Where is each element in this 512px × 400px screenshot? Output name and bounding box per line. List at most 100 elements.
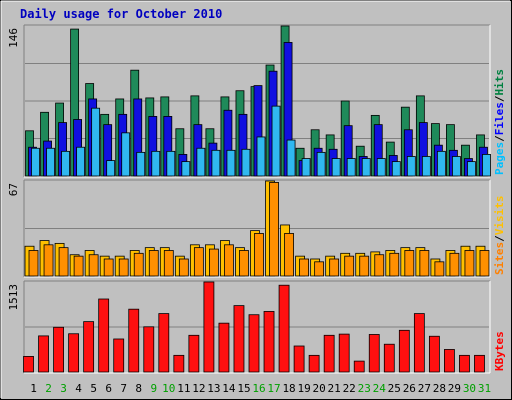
x-tick-label: 19 — [297, 382, 310, 395]
bar-pages-day-31 — [482, 154, 491, 177]
bar-sites-day-2 — [43, 244, 54, 277]
bar-pages-day-2 — [46, 147, 55, 177]
bar-pages-day-8 — [136, 151, 146, 177]
x-axis-labels: 1 2 3 4 5 6 7 8 9 10 11 12 13 14 15 16 17 18 19 20 21 22 23 24 2… — [30, 382, 491, 395]
bar-kbytes-day-14 — [218, 322, 230, 373]
bar-kbytes-day-21 — [323, 334, 335, 373]
bar-pages-day-24 — [376, 158, 386, 177]
bar-sites-day-15 — [239, 250, 249, 277]
bar-sites-day-6 — [103, 258, 114, 277]
legend-entry: Pages — [493, 142, 506, 175]
x-tick-label: 22 — [343, 382, 356, 395]
bar-kbytes-day-1 — [23, 356, 34, 373]
bar-kbytes-day-20 — [308, 354, 320, 373]
bar-kbytes-day-29 — [444, 349, 455, 373]
bar-kbytes-day-25 — [383, 343, 395, 373]
bar-pages-day-18 — [286, 139, 296, 177]
x-tick-label: 3 — [60, 382, 67, 395]
bar-pages-day-6 — [106, 160, 116, 177]
legend-entry: Visits — [493, 196, 506, 236]
bar-sites-day-28 — [434, 261, 445, 277]
bar-pages-day-14 — [226, 149, 236, 177]
legend-entry: / — [493, 235, 506, 242]
y-axis-max-label: 67 — [7, 183, 20, 196]
legend-entry: Hits — [493, 69, 506, 96]
bar-kbytes-day-18 — [278, 284, 290, 373]
bar-kbytes-day-4 — [68, 333, 80, 373]
x-tick-label: 30 — [463, 382, 476, 395]
x-tick-label: 11 — [177, 382, 190, 395]
bar-sites-day-21 — [329, 258, 340, 277]
bar-sites-day-14 — [224, 244, 234, 277]
legend-kbytes: KBytes — [493, 331, 506, 371]
bar-kbytes-day-19 — [293, 345, 305, 373]
bar-kbytes-day-31 — [474, 354, 485, 373]
x-tick-label: 16 — [252, 382, 265, 395]
bar-pages-day-26 — [406, 156, 416, 177]
bar-kbytes-day-10 — [158, 313, 170, 373]
bar-pages-day-9 — [151, 150, 161, 177]
x-tick-label: 28 — [433, 382, 446, 395]
bar-sites-day-13 — [209, 248, 219, 277]
bar-kbytes-day-13 — [203, 281, 215, 373]
legend-entry: KBytes — [493, 331, 506, 371]
legend-entry: / — [493, 135, 506, 142]
x-tick-label: 20 — [313, 382, 326, 395]
bar-kbytes-day-7 — [113, 338, 125, 373]
bar-sites-day-5 — [88, 254, 99, 277]
bar-pages-day-28 — [436, 150, 446, 177]
bar-sites-day-26 — [404, 250, 415, 277]
bar-kbytes-day-2 — [38, 335, 49, 373]
bar-pages-day-16 — [256, 136, 266, 177]
bar-sites-day-11 — [178, 258, 189, 277]
bar-pages-day-1 — [31, 147, 40, 177]
bar-kbytes-day-26 — [398, 329, 410, 373]
legend-entry: / — [493, 95, 506, 102]
bar-kbytes-day-17 — [263, 311, 275, 373]
bar-kbytes-day-5 — [83, 321, 95, 373]
bar-pages-day-23 — [361, 158, 371, 177]
bar-pages-day-27 — [421, 156, 431, 177]
x-tick-label: 23 — [358, 382, 371, 395]
x-tick-label: 7 — [120, 382, 127, 395]
bar-sites-day-12 — [193, 247, 204, 277]
x-tick-label: 13 — [207, 382, 220, 395]
bar-kbytes-day-8 — [128, 308, 140, 373]
x-tick-label: 15 — [237, 382, 250, 395]
bar-pages-day-17 — [271, 105, 281, 177]
x-tick-label: 10 — [162, 382, 175, 395]
bar-pages-day-13 — [211, 149, 221, 177]
x-tick-label: 27 — [418, 382, 431, 395]
chart-title: Daily usage for October 2010 — [20, 7, 222, 21]
bar-sites-day-23 — [359, 255, 370, 277]
bar-kbytes-day-3 — [53, 326, 64, 373]
x-tick-label: 21 — [328, 382, 341, 395]
bar-sites-day-20 — [314, 261, 325, 277]
bar-kbytes-day-11 — [173, 354, 185, 373]
x-tick-label: 12 — [192, 382, 205, 395]
bar-pages-day-7 — [121, 132, 131, 177]
bar-kbytes-day-28 — [428, 335, 440, 373]
legend-sites_visits: Sites/Visits — [493, 196, 506, 276]
bar-pages-day-5 — [91, 107, 101, 177]
x-tick-label: 14 — [222, 382, 236, 395]
bar-pages-day-25 — [391, 161, 401, 177]
bar-sites-day-30 — [464, 250, 475, 277]
x-tick-label: 4 — [75, 382, 82, 395]
bar-pages-day-10 — [166, 150, 176, 177]
bar-kbytes-day-12 — [188, 334, 200, 373]
bar-sites-day-1 — [28, 250, 39, 277]
bar-kbytes-day-15 — [233, 305, 245, 373]
bar-pages-day-12 — [196, 147, 206, 177]
bar-pages-day-4 — [76, 146, 86, 177]
bar-pages-day-15 — [241, 148, 251, 177]
bar-kbytes-day-16 — [248, 314, 260, 373]
bar-kbytes-day-23 — [353, 360, 365, 373]
x-tick-label: 9 — [150, 382, 157, 395]
bar-sites-day-16 — [254, 233, 264, 277]
bar-sites-day-17 — [269, 182, 279, 277]
panel-sites_visits: 67 Sites/Visits — [7, 179, 506, 278]
x-tick-label: 5 — [90, 382, 97, 395]
